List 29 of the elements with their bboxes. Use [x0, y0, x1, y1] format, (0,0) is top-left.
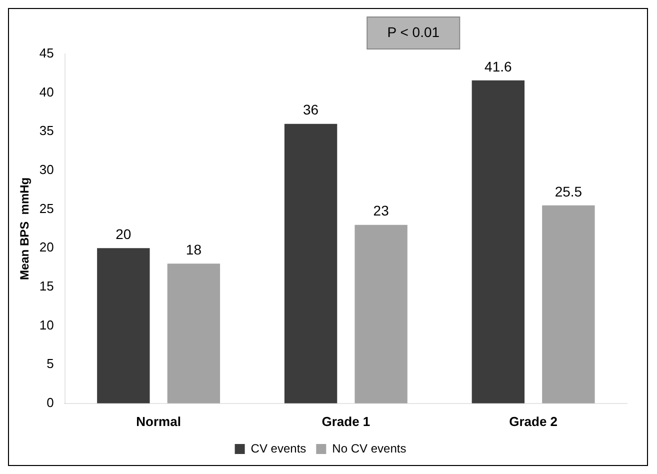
data-label: 18 — [186, 242, 202, 258]
y-tick-label: 20 — [39, 240, 54, 255]
bar — [542, 205, 595, 404]
bar — [472, 80, 525, 404]
data-label: 25.5 — [554, 183, 582, 200]
x-tick-label: Normal — [136, 414, 181, 429]
data-label: 36 — [303, 102, 319, 118]
x-tick-label: Grade 1 — [322, 414, 370, 429]
y-tick-label: 5 — [46, 356, 54, 372]
y-axis-title: Mean BPS mmHg — [18, 177, 32, 280]
y-tick-label: 15 — [39, 278, 54, 294]
y-tick-label: 45 — [39, 46, 54, 61]
bar — [354, 224, 408, 404]
x-tick-label: Grade 2 — [509, 414, 558, 429]
legend-label: No CV events — [332, 441, 406, 456]
y-tick-label: 30 — [39, 162, 54, 178]
data-label: 20 — [116, 226, 132, 242]
y-tick-label: 0 — [46, 394, 54, 410]
data-label: 41.6 — [484, 58, 512, 74]
data-label: 23 — [373, 202, 390, 219]
y-tick-label: 40 — [39, 84, 54, 100]
y-tick-label: 35 — [39, 123, 54, 138]
legend-label: CV events — [250, 441, 306, 456]
bar — [97, 248, 150, 404]
y-tick-label: 25 — [39, 200, 54, 216]
text: P < 0.01 — [387, 24, 440, 40]
bar — [167, 264, 220, 404]
y-tick-label: 10 — [39, 317, 54, 332]
bar — [284, 124, 338, 404]
